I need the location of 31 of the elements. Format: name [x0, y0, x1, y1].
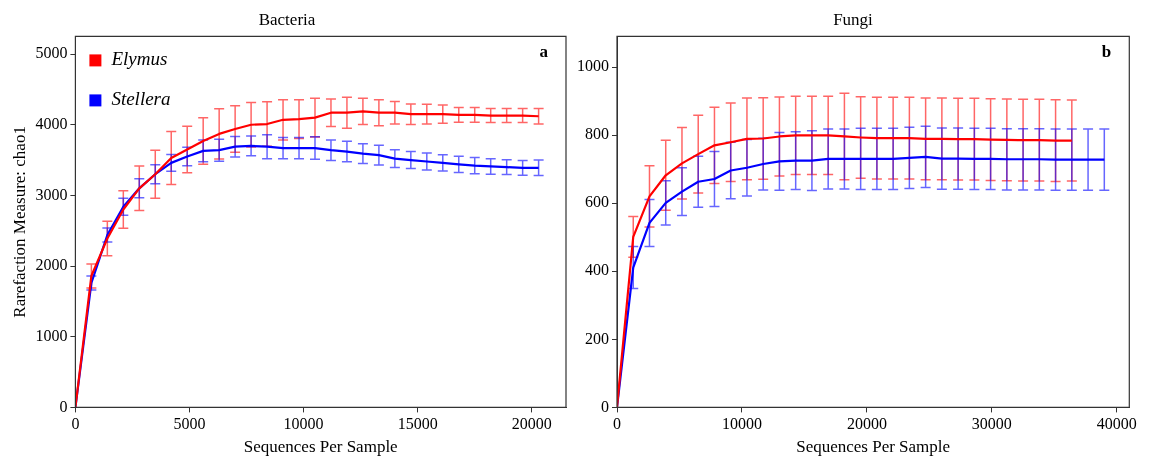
- y-tick-label: 400: [585, 261, 609, 279]
- y-tick-label: 2000: [35, 256, 68, 274]
- x-tick-label: 40000: [1096, 415, 1137, 433]
- x-tick-label: 20000: [511, 415, 552, 433]
- y-tick-label: 1000: [35, 326, 68, 344]
- legend-label: Elymus: [110, 48, 168, 70]
- x-tick-label: 30000: [971, 415, 1012, 433]
- y-tick-label: 800: [585, 125, 609, 143]
- x-tick-label: 10000: [721, 415, 762, 433]
- x-tick-label: 5000: [173, 415, 206, 433]
- x-tick-label: 15000: [397, 415, 438, 433]
- annotation: b: [1101, 42, 1112, 62]
- chart-title: Fungi: [833, 9, 874, 29]
- x-tick-label: 0: [71, 415, 80, 433]
- y-tick-label: 5000: [35, 44, 68, 62]
- x-tick-label: 20000: [846, 415, 887, 433]
- x-axis-title: Sequences Per Sample: [243, 437, 398, 457]
- x-tick-label: 0: [613, 415, 621, 433]
- chart-title: Bacteria: [258, 9, 316, 29]
- y-tick-label: 0: [601, 397, 609, 415]
- y-tick-label: 0: [59, 397, 68, 415]
- y-axis-title: Rarefaction Measure: chao1: [9, 126, 29, 318]
- y-tick-label: 3000: [35, 185, 68, 203]
- annotation: a: [539, 42, 549, 62]
- y-tick-label: 200: [585, 329, 609, 347]
- legend-label: Stellera: [111, 88, 171, 110]
- y-tick-label: 4000: [35, 114, 68, 132]
- x-axis-title: Sequences Per Sample: [796, 437, 951, 457]
- x-tick-label: 10000: [283, 415, 324, 433]
- y-tick-label: 1000: [577, 57, 609, 75]
- y-tick-label: 600: [585, 193, 609, 211]
